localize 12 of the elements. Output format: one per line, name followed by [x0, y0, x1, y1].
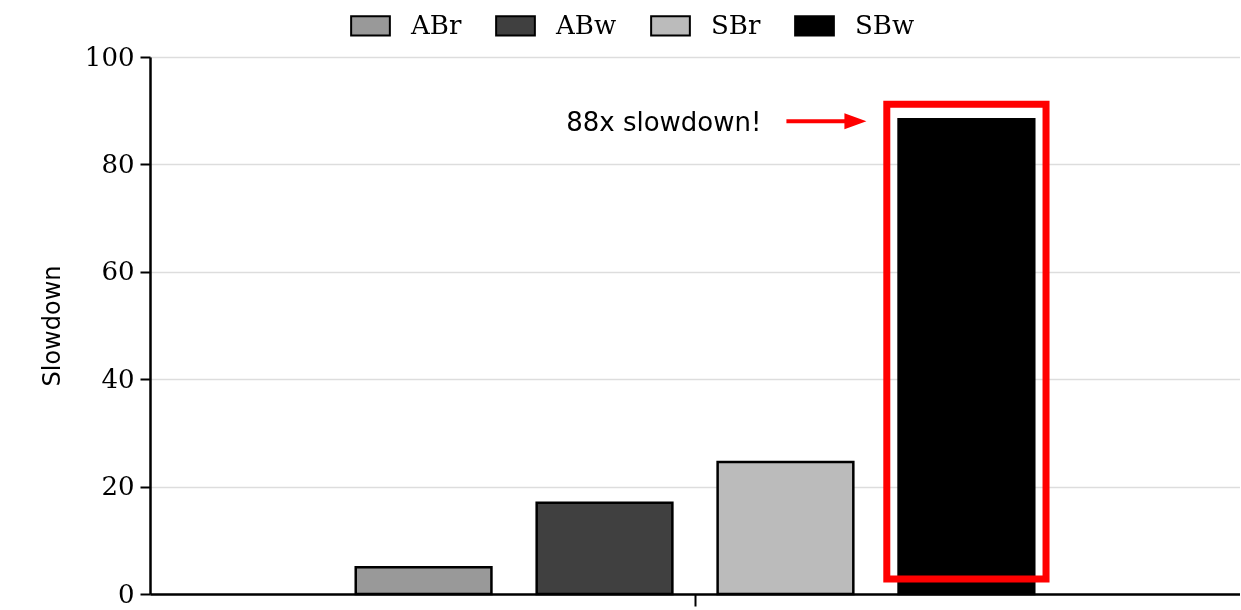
- legend-label: SBw: [855, 9, 915, 40]
- y-tick-label: 20: [101, 471, 135, 502]
- y-tick-label: 0: [117, 578, 135, 609]
- y-tick-label: 40: [101, 363, 135, 394]
- y-axis-title: Slowdown: [37, 265, 66, 387]
- y-tick-label: 60: [101, 256, 135, 287]
- legend-label: SBr: [711, 9, 761, 40]
- y-tick-label: 100: [84, 41, 135, 72]
- annotation: 88x slowdown!: [566, 107, 762, 138]
- legend-label: ABw: [555, 9, 617, 40]
- legend-label: ABr: [410, 9, 462, 40]
- y-tick-label: 80: [101, 148, 135, 179]
